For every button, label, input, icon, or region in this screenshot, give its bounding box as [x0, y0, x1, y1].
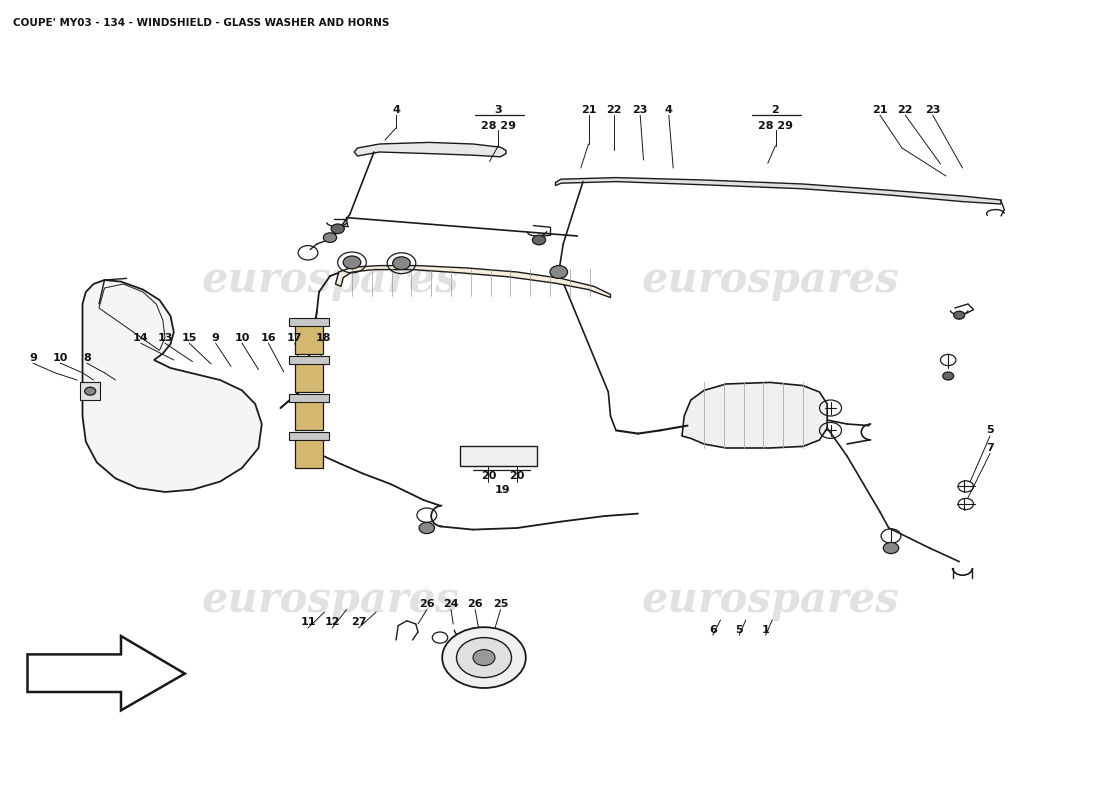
Text: 20: 20	[509, 471, 525, 481]
Text: 16: 16	[261, 333, 276, 342]
Circle shape	[419, 522, 435, 534]
Text: 26: 26	[419, 599, 435, 609]
Circle shape	[954, 311, 965, 319]
Text: 19: 19	[495, 485, 510, 494]
Text: 28 29: 28 29	[758, 121, 793, 130]
Circle shape	[456, 638, 512, 678]
Text: 27: 27	[351, 618, 366, 627]
Text: 9: 9	[211, 333, 220, 342]
Text: eurospares: eurospares	[201, 259, 459, 301]
Bar	[295, 438, 323, 468]
Text: 26: 26	[468, 599, 483, 609]
Text: 20: 20	[481, 471, 496, 481]
Text: 5: 5	[736, 625, 743, 634]
Bar	[295, 323, 323, 354]
Text: 28 29: 28 29	[481, 121, 516, 130]
Bar	[460, 446, 537, 466]
Text: 10: 10	[234, 333, 250, 342]
Text: 13: 13	[157, 333, 173, 342]
Text: 3: 3	[495, 106, 502, 115]
Polygon shape	[336, 266, 610, 298]
Circle shape	[883, 542, 899, 554]
Text: 22: 22	[898, 106, 913, 115]
Text: 4: 4	[664, 106, 673, 115]
Circle shape	[85, 387, 96, 395]
Circle shape	[532, 235, 546, 245]
Text: COUPE' MY03 - 134 - WINDSHIELD - GLASS WASHER AND HORNS: COUPE' MY03 - 134 - WINDSHIELD - GLASS W…	[13, 18, 389, 27]
Circle shape	[393, 257, 410, 270]
Bar	[289, 394, 329, 402]
Text: 15: 15	[182, 333, 197, 342]
Circle shape	[331, 224, 344, 234]
Text: 21: 21	[872, 106, 888, 115]
Text: 7: 7	[986, 443, 994, 453]
Text: 2: 2	[771, 106, 780, 115]
Text: 24: 24	[443, 599, 459, 609]
Circle shape	[473, 650, 495, 666]
Text: 22: 22	[606, 106, 621, 115]
Bar	[289, 318, 329, 326]
Text: 9: 9	[29, 354, 37, 363]
Text: 1: 1	[761, 625, 770, 634]
Text: 23: 23	[632, 106, 648, 115]
Circle shape	[442, 627, 526, 688]
Bar	[289, 432, 329, 440]
Bar	[295, 362, 323, 392]
Polygon shape	[82, 280, 262, 492]
Bar	[80, 382, 100, 400]
Polygon shape	[28, 636, 185, 710]
Text: 5: 5	[987, 426, 993, 435]
Polygon shape	[556, 178, 1001, 204]
Text: 18: 18	[316, 333, 331, 342]
Text: 17: 17	[287, 333, 303, 342]
Text: 25: 25	[493, 599, 508, 609]
Text: 10: 10	[53, 354, 68, 363]
Bar	[289, 356, 329, 364]
Text: 12: 12	[324, 618, 340, 627]
Circle shape	[550, 266, 568, 278]
Text: 14: 14	[133, 333, 148, 342]
Text: eurospares: eurospares	[201, 579, 459, 621]
Text: eurospares: eurospares	[641, 579, 899, 621]
Text: eurospares: eurospares	[641, 259, 899, 301]
Text: 4: 4	[392, 106, 400, 115]
Text: 23: 23	[925, 106, 940, 115]
Polygon shape	[682, 382, 827, 448]
Text: 8: 8	[82, 354, 91, 363]
Polygon shape	[354, 142, 506, 157]
Circle shape	[943, 372, 954, 380]
Text: 11: 11	[300, 618, 316, 627]
Text: 6: 6	[708, 625, 717, 634]
Bar	[295, 400, 323, 430]
Circle shape	[323, 233, 337, 242]
Circle shape	[343, 256, 361, 269]
Text: 21: 21	[581, 106, 596, 115]
